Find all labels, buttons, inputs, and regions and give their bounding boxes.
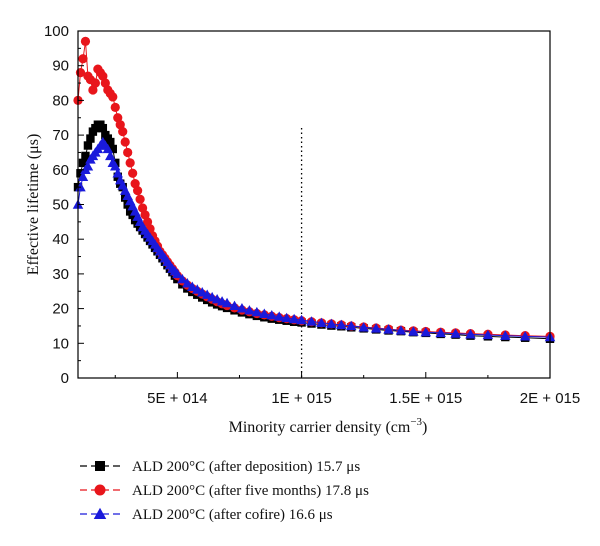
data-point (125, 158, 135, 168)
data-point (296, 314, 307, 325)
legend-marker-triangle (93, 507, 107, 519)
data-point (229, 300, 240, 311)
data-point (98, 123, 108, 133)
legend: ALD 200°C (after deposition) 15.7 μs ALD … (80, 459, 369, 523)
data-point (500, 330, 511, 340)
data-point (236, 303, 248, 313)
data-point (266, 309, 278, 320)
legend-label: ALD 200°C (after deposition) 15.7 μs (132, 459, 360, 475)
data-point (316, 317, 327, 328)
y-tick-label: 50 (52, 197, 69, 214)
data-point (102, 143, 114, 154)
data-point (326, 318, 337, 329)
data-point (142, 217, 153, 227)
data-point (105, 150, 116, 161)
y-tick-label: 90 (52, 58, 69, 75)
x-axis-title-superscript: −3 (410, 416, 422, 428)
y-tick-label: 30 (52, 266, 69, 283)
data-point (81, 151, 90, 161)
x-axis-title-tail: ) (422, 419, 427, 436)
chart-axes: 0 10 20 30 40 50 60 70 80 90 100 5E + 014 1E + 015 1.… (44, 23, 580, 407)
data-point (86, 134, 95, 143)
data-point (177, 273, 188, 284)
data-point (78, 54, 88, 64)
data-point (450, 328, 461, 338)
y-tick-label: 20 (52, 301, 69, 318)
y-tick-label: 70 (52, 127, 69, 144)
data-point (140, 210, 150, 220)
data-point (106, 137, 115, 147)
data-point (118, 127, 128, 137)
data-point (408, 326, 419, 336)
data-point (128, 168, 138, 178)
data-point (133, 186, 143, 196)
data-point (78, 158, 88, 168)
y-tick-label: 100 (44, 23, 69, 40)
data-point (395, 325, 407, 335)
chart-series (72, 36, 556, 343)
x-tick-label: 1E + 015 (271, 390, 331, 407)
data-point (130, 179, 140, 189)
x-axis-title: Minority carrier density (cm−3) (229, 416, 428, 436)
series-circle (73, 36, 555, 341)
data-point (383, 324, 394, 334)
data-point (288, 313, 300, 324)
series-line (77, 41, 551, 337)
data-point (221, 297, 233, 308)
data-point (519, 331, 531, 341)
data-point (346, 320, 357, 331)
data-point (77, 171, 89, 181)
legend-marker-circle (94, 484, 106, 496)
data-point (182, 278, 193, 288)
data-point (420, 326, 432, 337)
x-tick-label: 5E + 014 (147, 390, 207, 407)
data-point (76, 169, 85, 178)
y-tick-label: 60 (52, 162, 69, 179)
legend-label: ALD 200°C (after cofire) 16.6 μs (132, 507, 333, 523)
y-tick-label: 0 (61, 370, 69, 387)
data-point (80, 36, 91, 47)
data-point (113, 113, 123, 123)
data-point (244, 305, 255, 315)
data-point (123, 147, 133, 158)
legend-label: ALD 200°C (after five months) 17.8 μs (132, 483, 369, 499)
data-point (435, 327, 446, 338)
data-point (336, 319, 347, 330)
data-point (135, 194, 145, 204)
y-tick-label: 10 (52, 335, 69, 352)
data-point (120, 137, 130, 147)
data-point (137, 203, 148, 213)
data-point (98, 71, 108, 81)
data-point (110, 102, 120, 112)
data-point (82, 161, 94, 171)
data-point (482, 329, 494, 340)
x-axis-title-main: Minority carrier density (cm (229, 419, 411, 436)
data-point (108, 92, 118, 102)
data-point (358, 322, 369, 332)
y-tick-label: 40 (52, 231, 69, 248)
data-point (88, 85, 98, 95)
data-point (100, 78, 110, 88)
data-point (465, 329, 476, 339)
data-point (259, 308, 270, 319)
legend-marker-square (95, 461, 105, 471)
data-point (115, 120, 125, 130)
data-point (273, 311, 285, 321)
x-tick-label: 1.5E + 015 (389, 390, 462, 407)
y-axis-title: Effective lifetime (μs) (25, 134, 42, 276)
y-tick-label: 80 (52, 92, 69, 109)
data-point (306, 316, 317, 326)
data-point (90, 78, 101, 88)
x-tick-label: 2E + 015 (520, 390, 580, 407)
data-point (110, 161, 121, 171)
data-point (251, 306, 263, 317)
data-point (83, 141, 93, 150)
data-point (112, 168, 123, 178)
data-point (172, 268, 183, 279)
data-point (281, 312, 292, 323)
data-point (108, 144, 117, 154)
data-point (370, 323, 382, 333)
